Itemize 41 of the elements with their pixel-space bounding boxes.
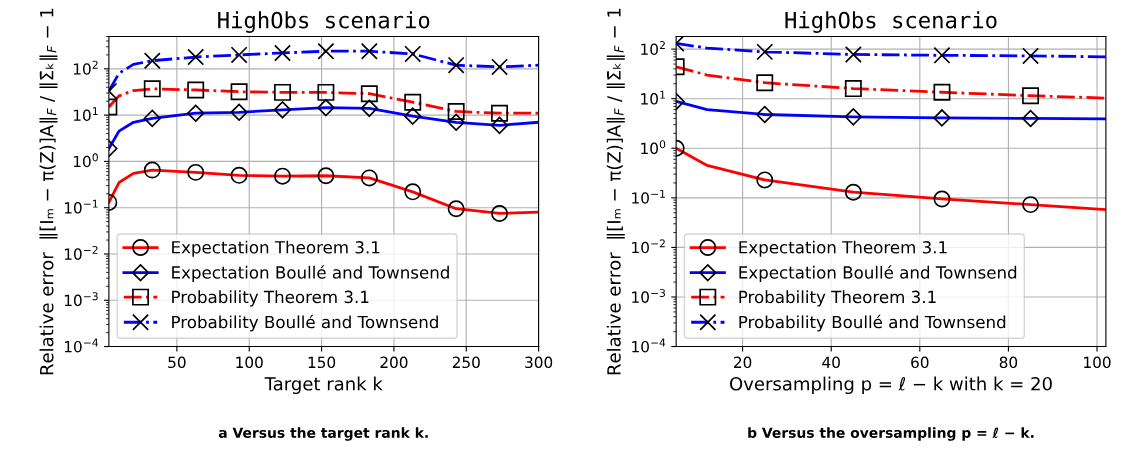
x-tick-label: 200 <box>380 356 408 369</box>
y-tick-label: 10$^{−4}$ <box>64 338 98 353</box>
legend-label: Probability Boullé and Townsend <box>739 314 1006 332</box>
y-tick-label: 10$^{−1}$ <box>64 199 98 214</box>
chart-title: HighObs scenario <box>218 11 430 33</box>
x-axis-title: Target rank k <box>264 376 383 395</box>
x-tick-label: 20 <box>734 356 752 369</box>
text: b Versus the oversampling p = ℓ − k. <box>748 427 1034 441</box>
legend-label: Expectation Boullé and Townsend <box>172 265 449 282</box>
y-tick-label: 10$^{2}$ <box>73 60 98 75</box>
x-tick-label: 100 <box>236 356 263 369</box>
x-tick-label: 250 <box>452 356 480 369</box>
legend-label: Probability Theorem 3.1 <box>739 290 936 307</box>
y-axis-title: Relative error ‖[Iₘ − π(Z)]A‖$_{F}$ / ‖Σ̄ₖ‖$_{F}$ − 1 <box>39 8 58 375</box>
text: a Versus the target rank k. <box>218 427 428 441</box>
legend-label: Expectation Boullé and Townsend <box>739 265 1017 282</box>
x-axis-title: Oversampling p = ℓ − k with k = 20 <box>730 376 1052 395</box>
legend-label: Expectation Theorem 3.1 <box>739 240 947 257</box>
y-tick-label: 10$^{−4}$ <box>632 338 666 353</box>
x-tick-label: 60 <box>911 356 929 369</box>
legend-label: Probability Theorem 3.1 <box>172 290 369 307</box>
x-tick-label: 40 <box>822 356 840 369</box>
y-tick-label: 10$^{−2}$ <box>64 245 98 260</box>
y-tick-label: 10$^{1}$ <box>641 90 665 105</box>
x-tick-label: 300 <box>525 356 553 369</box>
y-tick-label: 10$^{−2}$ <box>632 239 665 254</box>
y-axis-title: Relative error ‖[Iₘ − π(Z)]A‖$_{F}$ / ‖Σ̄ₖ‖$_{F}$ − 1 <box>606 8 625 375</box>
legend-label: Expectation Theorem 3.1 <box>172 240 380 257</box>
y-tick-label: 10$^{0}$ <box>73 153 98 168</box>
x-tick-label: 150 <box>308 356 336 369</box>
x-tick-label: 80 <box>999 356 1018 369</box>
legend-label: Probability Boullé and Townsend <box>172 314 438 332</box>
y-tick-label: 10$^{−1}$ <box>632 189 665 204</box>
chart-title: HighObs scenario <box>785 11 997 33</box>
y-tick-label: 10$^{−3}$ <box>64 292 98 307</box>
x-tick-label: 50 <box>168 356 186 369</box>
y-tick-label: 10$^{1}$ <box>73 107 98 122</box>
y-tick-label: 10$^{0}$ <box>641 140 666 155</box>
x-tick-label: 100 <box>1084 356 1111 369</box>
y-tick-label: 10$^{−3}$ <box>632 288 666 303</box>
y-tick-label: 10$^{2}$ <box>641 41 665 56</box>
